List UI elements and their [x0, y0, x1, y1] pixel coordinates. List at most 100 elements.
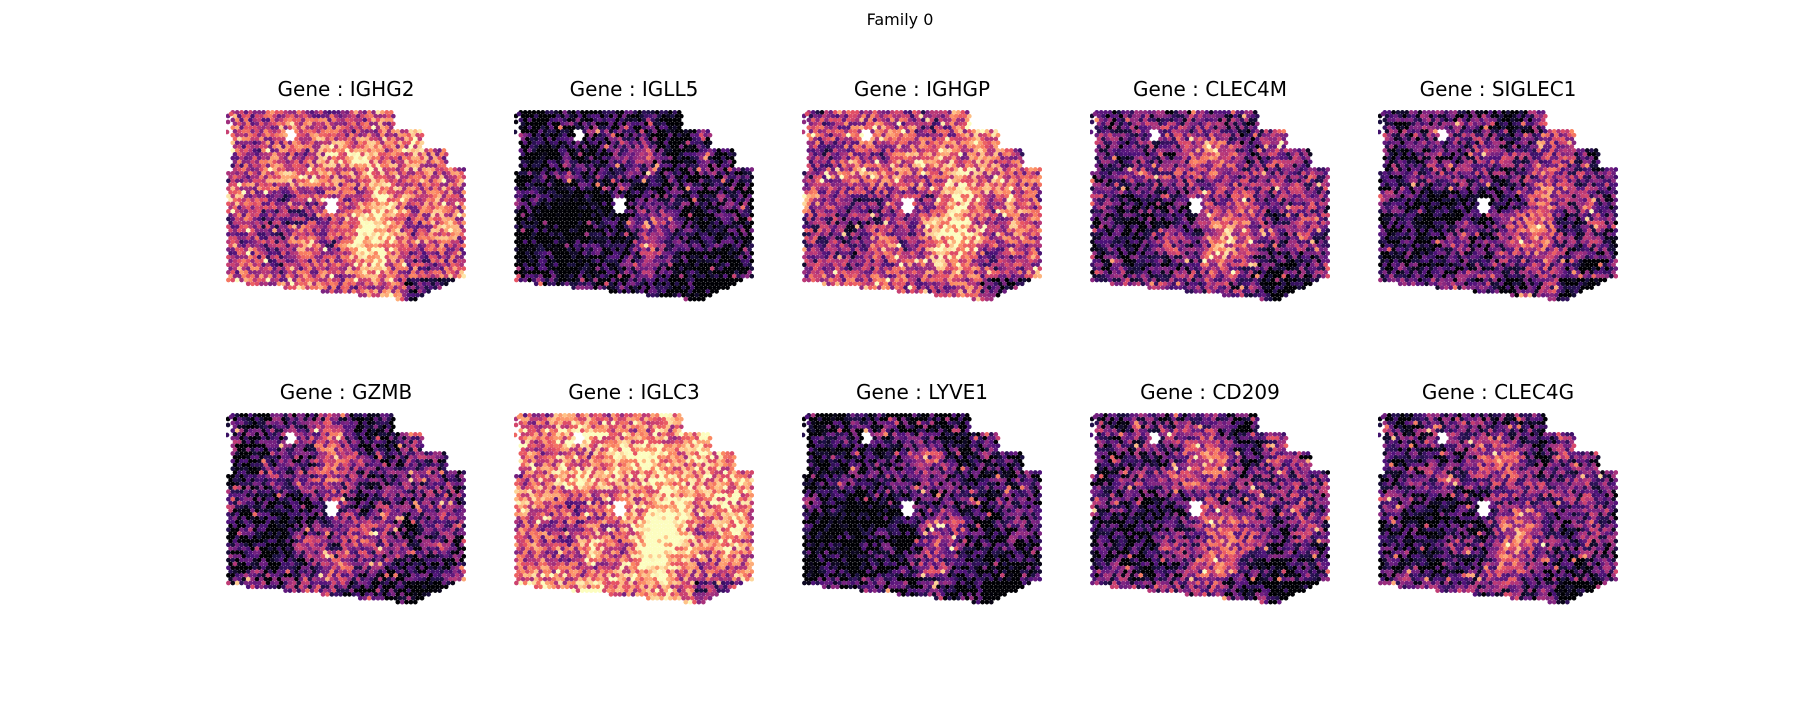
spot: [555, 273, 561, 279]
spot: [259, 144, 264, 149]
spot: [318, 201, 324, 207]
spot: [439, 235, 445, 241]
spot: [410, 193, 416, 199]
spot: [421, 159, 427, 165]
spot: [648, 289, 653, 294]
spot: [446, 239, 451, 245]
spot: [579, 239, 585, 245]
spot: [303, 205, 308, 210]
spot: [428, 170, 434, 176]
spot: [386, 197, 392, 203]
spot: [571, 110, 576, 115]
spot: [349, 186, 354, 191]
spot: [325, 129, 330, 134]
spot: [311, 273, 317, 279]
spot: [439, 159, 445, 165]
spot: [738, 277, 744, 283]
spot: [355, 258, 361, 264]
spot: [287, 110, 293, 115]
spot: [248, 262, 253, 268]
spot: [591, 205, 596, 210]
spot: [595, 212, 601, 218]
spot: [571, 186, 576, 191]
spot: [368, 235, 374, 241]
spot: [316, 212, 321, 218]
spot: [558, 178, 563, 184]
spot: [344, 239, 350, 245]
spot: [685, 148, 691, 153]
spot: [243, 170, 249, 176]
spot: [360, 212, 365, 218]
spot: [320, 266, 326, 271]
spot: [226, 186, 231, 191]
spot: [234, 193, 240, 199]
spot: [300, 117, 306, 123]
spot: [527, 247, 532, 252]
spot: [694, 270, 700, 275]
spot: [692, 182, 697, 188]
spot: [626, 273, 631, 279]
spot: [606, 117, 612, 123]
spot: [384, 209, 390, 214]
spot: [520, 220, 526, 226]
spot: [562, 110, 568, 115]
spot: [615, 178, 620, 184]
spot: [819, 132, 825, 138]
spot: [368, 228, 374, 233]
spot: [338, 136, 343, 142]
spot: [536, 193, 541, 199]
spot: [415, 170, 420, 176]
spot: [393, 292, 398, 298]
spot: [582, 273, 587, 279]
spot: [518, 216, 524, 222]
spot: [582, 182, 587, 188]
spot: [287, 231, 293, 237]
spot: [454, 178, 460, 184]
spot: [558, 132, 563, 138]
spot: [707, 254, 713, 260]
spot: [604, 220, 609, 226]
spot: [584, 132, 590, 138]
spot: [698, 178, 704, 184]
spot: [549, 201, 554, 207]
spot: [338, 174, 343, 180]
spot: [311, 190, 317, 195]
spot: [401, 216, 407, 222]
spot: [564, 144, 570, 149]
spot: [309, 110, 315, 115]
spot: [522, 224, 528, 230]
spot: [736, 167, 741, 172]
spot: [437, 270, 442, 275]
spot: [692, 136, 697, 142]
spot: [678, 121, 684, 127]
spot: [298, 174, 304, 180]
spot: [637, 231, 642, 237]
spot: [665, 220, 671, 226]
spot: [232, 182, 238, 188]
spot: [584, 277, 590, 283]
spot: [397, 186, 403, 191]
spot: [601, 247, 607, 252]
spot: [716, 262, 722, 268]
spot: [342, 220, 348, 226]
spot: [591, 212, 596, 218]
spot: [294, 121, 299, 127]
spot: [388, 170, 394, 176]
spot: [226, 270, 231, 275]
spot-map: [226, 110, 466, 302]
spot: [637, 117, 642, 123]
spot: [390, 197, 396, 203]
spot: [694, 155, 700, 161]
spot: [421, 273, 427, 279]
spot: [313, 239, 319, 245]
spot: [694, 231, 700, 237]
spot: [540, 201, 546, 207]
spot: [311, 250, 317, 256]
spot: [582, 129, 587, 134]
spot: [850, 117, 856, 123]
spot: [667, 216, 673, 222]
spot: [736, 228, 741, 233]
spot: [417, 212, 423, 218]
spot: [549, 186, 554, 191]
spot: [375, 163, 381, 169]
